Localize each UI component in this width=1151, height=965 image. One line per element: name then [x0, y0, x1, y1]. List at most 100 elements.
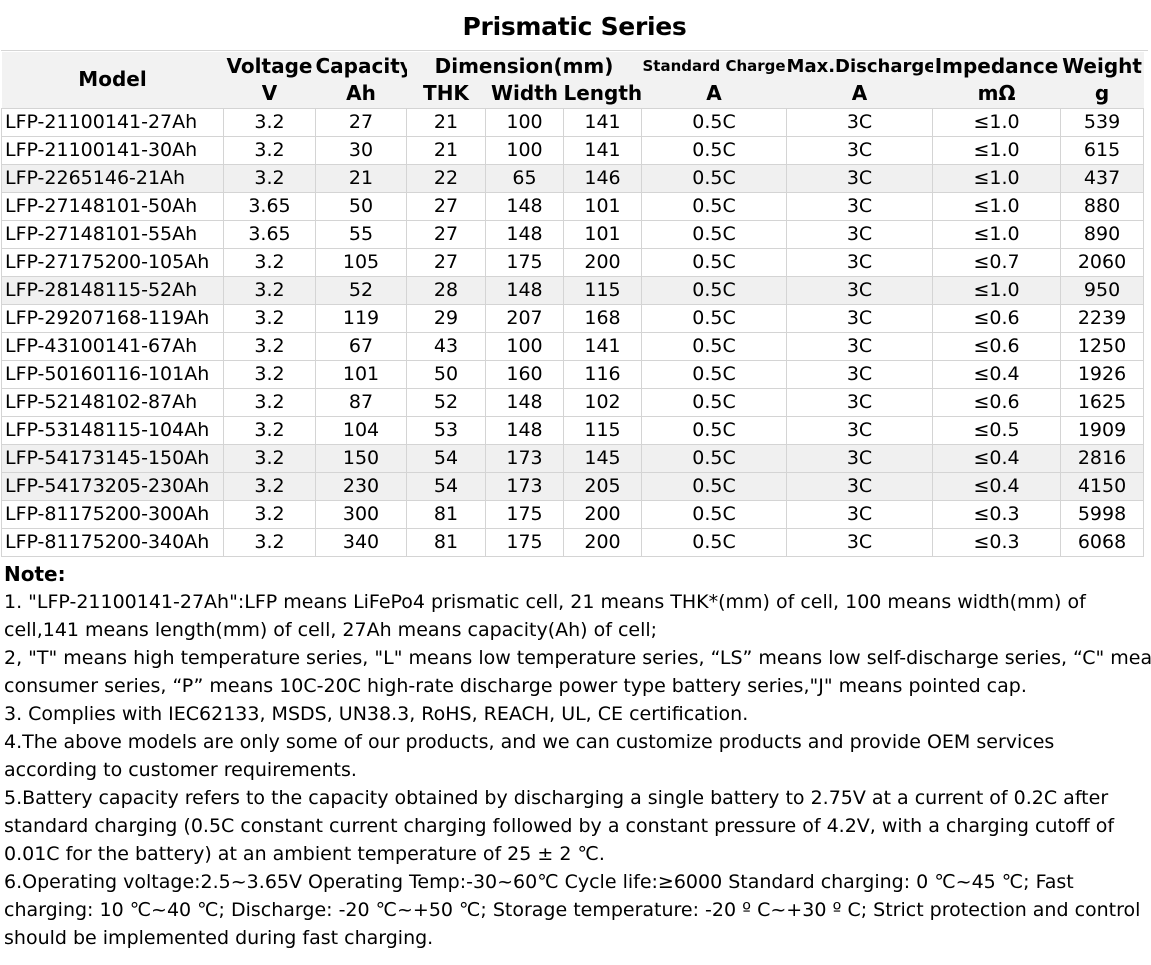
cell-weight: 1625 [1060, 387, 1145, 417]
table-header: Model Voltage Capacity Dimension(mm) Sta… [1, 52, 1144, 108]
cell-impedance: ≤0.4 [932, 471, 1062, 501]
table-row: LFP-27148101-50Ah 3.65 50 27 148 101 0.5C 3C ≤1.… [1, 191, 1145, 221]
cell-weight: 615 [1060, 135, 1145, 165]
cell-weight: 5998 [1060, 499, 1145, 529]
cell-length: 141 [562, 135, 643, 165]
notes-section: Note: 1. "LFP-21100141-27Ah":LFP means L… [4, 560, 1151, 952]
cell-capacity: 300 [315, 499, 407, 529]
cell-weight: 2816 [1060, 443, 1145, 473]
cell-thk: 50 [406, 359, 486, 389]
table-row: LFP-21100141-30Ah 3.2 30 21 100 141 0.5C 3C ≤1.0… [1, 135, 1145, 165]
cell-max-discharge: 3C [786, 303, 934, 333]
cell-std-charge: 0.5C [641, 387, 788, 417]
cell-width: 175 [485, 499, 564, 529]
cell-thk: 21 [406, 135, 486, 165]
cell-impedance: ≤0.4 [932, 443, 1062, 473]
notes-lines: 1. "LFP-21100141-27Ah":LFP means LiFePo4… [4, 588, 1151, 952]
cell-impedance: ≤1.0 [932, 107, 1062, 137]
cell-max-discharge: 3C [786, 499, 934, 529]
cell-weight: 2239 [1060, 303, 1145, 333]
cell-voltage: 3.2 [223, 331, 316, 361]
cell-model: LFP-50160116-101Ah [1, 359, 224, 389]
cell-model: LFP-53148115-104Ah [1, 415, 224, 445]
cell-weight: 1909 [1060, 415, 1145, 445]
cell-width: 207 [485, 303, 564, 333]
cell-capacity: 101 [315, 359, 407, 389]
cell-capacity: 27 [315, 107, 407, 137]
cell-voltage: 3.2 [223, 499, 316, 529]
header-impedance-unit: mΩ [932, 80, 1061, 108]
cell-thk: 28 [406, 275, 486, 305]
note-line: 2, "T" means high temperature series, "L… [4, 647, 1151, 669]
cell-std-charge: 0.5C [641, 303, 788, 333]
note-line: cell,141 means length(mm) of cell, 27Ah … [4, 619, 658, 641]
cell-length: 101 [562, 219, 643, 249]
cell-width: 100 [485, 107, 564, 137]
cell-max-discharge: 3C [786, 191, 934, 221]
table-row: LFP-28148115-52Ah 3.2 52 28 148 115 0.5C 3C ≤1.0… [1, 275, 1145, 305]
cell-impedance: ≤0.6 [932, 387, 1062, 417]
table-row: LFP-2265146-21Ah 3.2 21 22 65 146 0.5C 3C ≤1.0 43… [1, 163, 1145, 193]
cell-thk: 29 [406, 303, 486, 333]
table-row: LFP-54173145-150Ah 3.2 150 54 173 145 0.5C 3C ≤0… [1, 443, 1145, 473]
note-line: charging: 10 ℃~40 ℃; Discharge: -20 ℃~+5… [4, 899, 1141, 921]
table-row: LFP-21100141-27Ah 3.2 27 21 100 141 0.5C 3C ≤1.0… [1, 107, 1145, 137]
cell-width: 148 [485, 415, 564, 445]
cell-model: LFP-27148101-50Ah [1, 191, 224, 221]
cell-length: 141 [562, 107, 643, 137]
cell-max-discharge: 3C [786, 471, 934, 501]
cell-weight: 437 [1060, 163, 1145, 193]
cell-impedance: ≤1.0 [932, 135, 1062, 165]
cell-max-discharge: 3C [786, 331, 934, 361]
cell-voltage: 3.2 [223, 303, 316, 333]
cell-width: 175 [485, 247, 564, 277]
header-model: Model [1, 52, 224, 108]
cell-length: 102 [562, 387, 643, 417]
cell-voltage: 3.2 [223, 443, 316, 473]
cell-model: LFP-28148115-52Ah [1, 275, 224, 305]
cell-weight: 539 [1060, 107, 1145, 137]
table-row: LFP-81175200-340Ah 3.2 340 81 175 200 0.5C 3C ≤0… [1, 527, 1145, 557]
table-row: LFP-43100141-67Ah 3.2 67 43 100 141 0.5C 3C ≤0.6… [1, 331, 1145, 361]
note-line: should be implemented during fast chargi… [4, 927, 434, 949]
cell-length: 146 [562, 163, 643, 193]
note-line: 4.The above models are only some of our … [4, 731, 1055, 753]
cell-capacity: 150 [315, 443, 407, 473]
cell-voltage: 3.2 [223, 275, 316, 305]
cell-std-charge: 0.5C [641, 443, 788, 473]
cell-voltage: 3.2 [223, 415, 316, 445]
cell-voltage: 3.2 [223, 163, 316, 193]
cell-impedance: ≤1.0 [932, 275, 1062, 305]
cell-width: 100 [485, 135, 564, 165]
cell-voltage: 3.2 [223, 471, 316, 501]
cell-weight: 4150 [1060, 471, 1145, 501]
cell-weight: 6068 [1060, 527, 1145, 557]
cell-capacity: 52 [315, 275, 407, 305]
cell-std-charge: 0.5C [641, 359, 788, 389]
cell-voltage: 3.2 [223, 247, 316, 277]
header-impedance: Impedance [932, 52, 1061, 80]
table-row: LFP-50160116-101Ah 3.2 101 50 160 116 0.5C 3C ≤0… [1, 359, 1145, 389]
cell-impedance: ≤0.7 [932, 247, 1062, 277]
cell-impedance: ≤0.6 [932, 331, 1062, 361]
cell-max-discharge: 3C [786, 415, 934, 445]
cell-impedance: ≤0.3 [932, 527, 1062, 557]
cell-length: 116 [562, 359, 643, 389]
cell-std-charge: 0.5C [641, 219, 788, 249]
table-row: LFP-27175200-105Ah 3.2 105 27 175 200 0.5C 3C ≤0… [1, 247, 1145, 277]
cell-max-discharge: 3C [786, 107, 934, 137]
header-standard-charge-unit: A [641, 80, 787, 108]
cell-weight: 880 [1060, 191, 1145, 221]
cell-model: LFP-54173205-230Ah [1, 471, 224, 501]
note-line: standard charging (0.5C constant current… [4, 815, 1115, 837]
cell-voltage: 3.2 [223, 387, 316, 417]
cell-impedance: ≤0.3 [932, 499, 1062, 529]
note-line: 3. Complies with IEC62133, MSDS, UN38.3,… [4, 703, 749, 725]
cell-length: 200 [562, 527, 643, 557]
header-weight: Weight [1060, 52, 1144, 80]
cell-max-discharge: 3C [786, 135, 934, 165]
cell-std-charge: 0.5C [641, 331, 788, 361]
notes-heading: Note: [4, 562, 66, 586]
cell-width: 173 [485, 443, 564, 473]
cell-impedance: ≤1.0 [932, 191, 1062, 221]
